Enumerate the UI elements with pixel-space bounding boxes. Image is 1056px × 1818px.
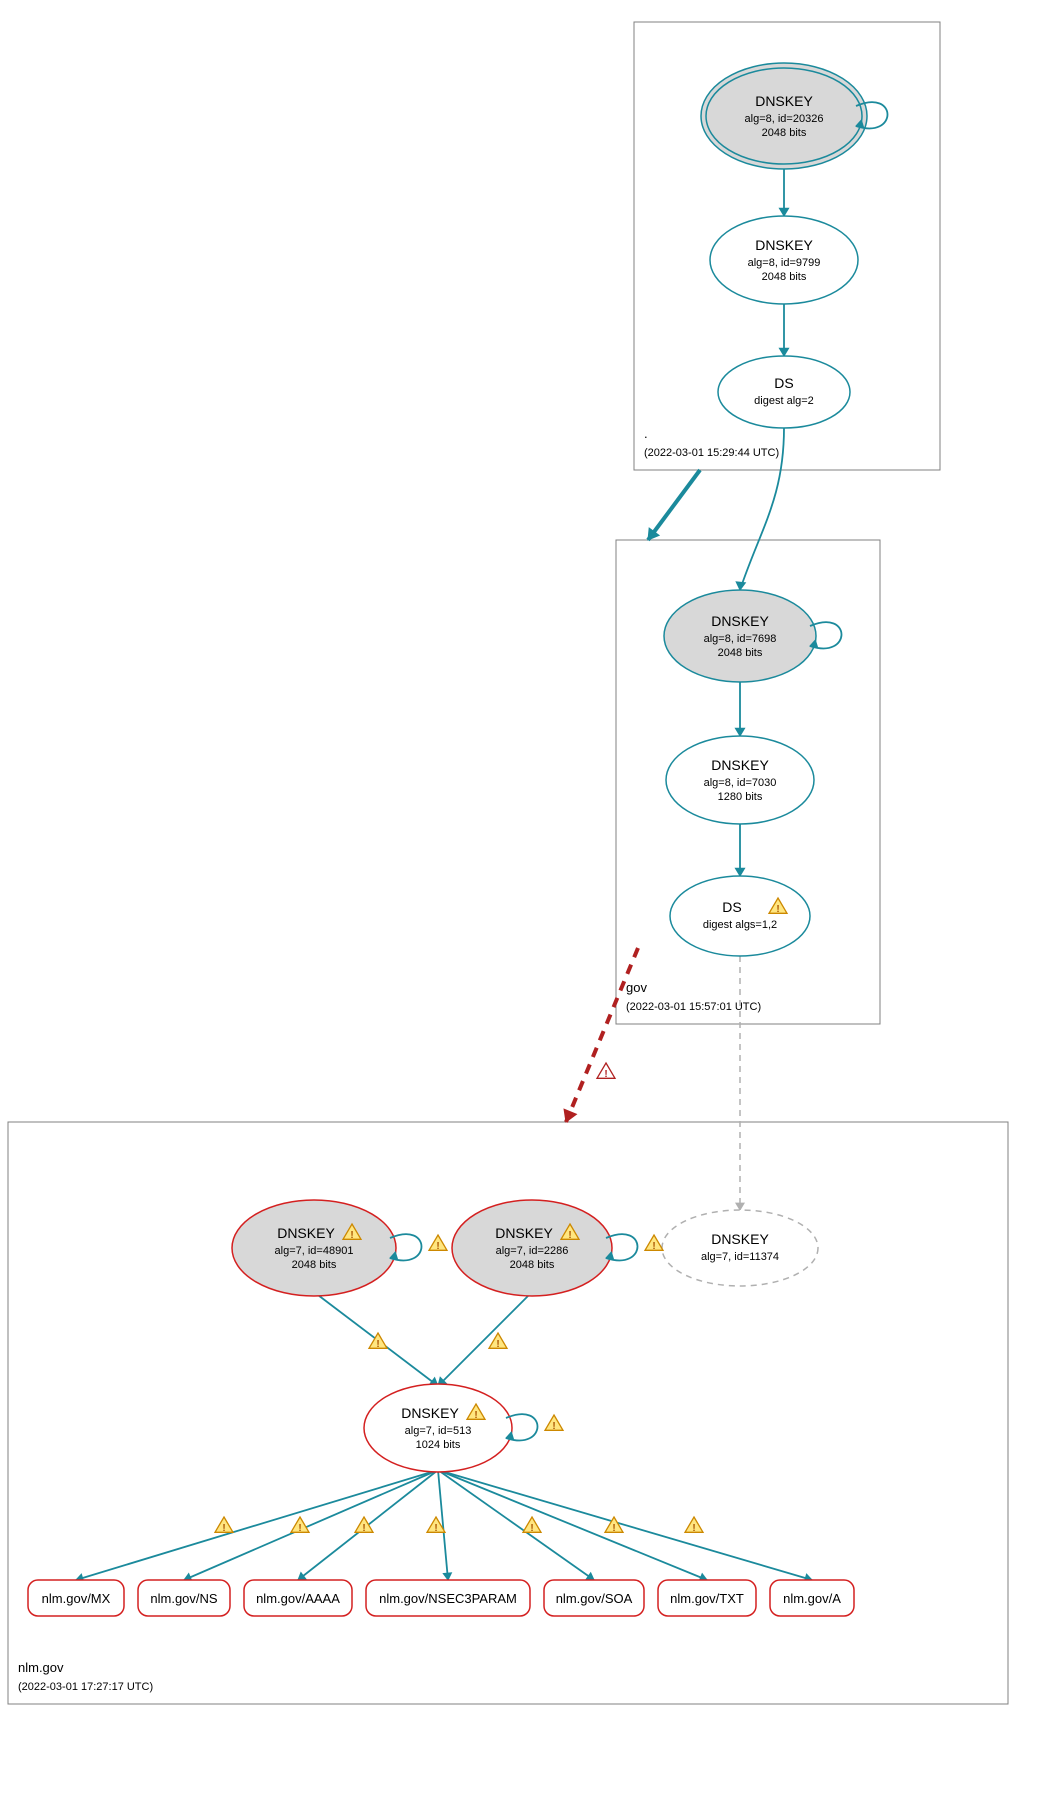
rrsets: nlm.gov/MX nlm.gov/NS nlm.gov/AAAA nlm.gov/…	[28, 1580, 854, 1616]
node-gov_zsk-title: DNSKEY	[711, 757, 769, 773]
node-root_ds: DS digest alg=2	[718, 356, 850, 428]
svg-text:!: !	[552, 1421, 555, 1432]
node-nlm_ksk1-title: DNSKEY	[277, 1225, 335, 1241]
node-nlm_zsk-line2: alg=7, id=513	[405, 1425, 472, 1437]
zone-gov-label: gov	[626, 980, 647, 995]
rrset-label: nlm.gov/AAAA	[256, 1591, 340, 1606]
rrset-nlm-gov-MX: nlm.gov/MX	[28, 1580, 124, 1616]
svg-text:!: !	[362, 1523, 365, 1534]
node-nlm_ksk2-line2: alg=7, id=2286	[496, 1245, 569, 1257]
node-nlm_ksk1: DNSKEY! alg=7, id=48901 2048 bits	[232, 1200, 396, 1296]
svg-text:!: !	[568, 1230, 571, 1241]
rrset-label: nlm.gov/NSEC3PARAM	[379, 1591, 517, 1606]
svg-text:!: !	[496, 1339, 499, 1350]
rrset-nlm-gov-TXT: nlm.gov/TXT	[658, 1580, 756, 1616]
node-gov_ksk-title: DNSKEY	[711, 613, 769, 629]
node-gov_ksk-line2: alg=8, id=7698	[704, 633, 777, 645]
node-nlm_ksk2-title: DNSKEY	[495, 1225, 553, 1241]
dnssec-graph: . (2022-03-01 15:29:44 UTC) gov (2022-03-01…	[0, 0, 1056, 1818]
node-nlm_ksk2: DNSKEY! alg=7, id=2286 2048 bits	[452, 1200, 612, 1296]
zone-root-label: .	[644, 426, 648, 441]
node-root_zsk-line2: alg=8, id=9799	[748, 257, 821, 269]
svg-text:!: !	[612, 1523, 615, 1534]
node-gov_ds: DS! digest algs=1,2	[670, 876, 810, 956]
node-gov_ds-line2: digest algs=1,2	[703, 919, 777, 931]
node-nlm_dashed-title: DNSKEY	[711, 1231, 769, 1247]
svg-text:!: !	[652, 1241, 655, 1252]
node-root_zsk-title: DNSKEY	[755, 237, 813, 253]
rrset-nlm-gov-AAAA: nlm.gov/AAAA	[244, 1580, 352, 1616]
node-root_ds-title: DS	[774, 375, 793, 391]
zone-gov-timestamp: (2022-03-01 15:57:01 UTC)	[626, 1001, 761, 1013]
svg-text:!: !	[604, 1069, 607, 1080]
nodes: DNSKEY alg=8, id=20326 2048 bits DNSKEY alg=…	[232, 63, 888, 1472]
rrset-label: nlm.gov/MX	[42, 1591, 111, 1606]
edges: !!!!!!!!!!	[76, 164, 812, 1582]
zone-nlm-label: nlm.gov	[18, 1660, 64, 1675]
node-gov_zsk: DNSKEY alg=8, id=7030 1280 bits	[666, 736, 814, 824]
svg-text:!: !	[530, 1523, 533, 1534]
node-nlm_zsk-line3: 1024 bits	[416, 1439, 461, 1451]
node-root_ksk: DNSKEY alg=8, id=20326 2048 bits	[701, 63, 867, 169]
rrset-nlm-gov-SOA: nlm.gov/SOA	[544, 1580, 644, 1616]
rrset-label: nlm.gov/TXT	[670, 1591, 744, 1606]
node-nlm_ksk1-line2: alg=7, id=48901	[275, 1245, 354, 1257]
svg-text:!: !	[436, 1241, 439, 1252]
zone-root-timestamp: (2022-03-01 15:29:44 UTC)	[644, 447, 779, 459]
svg-text:!: !	[474, 1410, 477, 1421]
svg-text:!: !	[692, 1523, 695, 1534]
node-nlm_dashed: DNSKEY alg=7, id=11374	[662, 1210, 818, 1286]
node-nlm_zsk: DNSKEY!alg=7, id=513 1024 bits	[364, 1384, 512, 1472]
node-root_zsk-line3: 2048 bits	[762, 271, 807, 283]
svg-text:!: !	[298, 1523, 301, 1534]
node-gov_ksk: DNSKEY alg=8, id=7698 2048 bits	[664, 590, 816, 682]
node-gov_ds-title: DS	[722, 899, 741, 915]
node-nlm_dashed-line2: alg=7, id=11374	[701, 1251, 779, 1263]
rrset-nlm-gov-NS: nlm.gov/NS	[138, 1580, 230, 1616]
rrset-nlm-gov-NSEC3PARAM: nlm.gov/NSEC3PARAM	[366, 1580, 530, 1616]
svg-text:!: !	[350, 1230, 353, 1241]
svg-text:!: !	[776, 904, 779, 915]
node-gov_zsk-line2: alg=8, id=7030	[704, 777, 777, 789]
node-nlm_ksk2-line3: 2048 bits	[510, 1259, 555, 1271]
node-root_ds-line2: digest alg=2	[754, 395, 814, 407]
zone-nlm-timestamp: (2022-03-01 17:27:17 UTC)	[18, 1681, 153, 1693]
node-gov_ksk-line3: 2048 bits	[718, 647, 763, 659]
rrset-label: nlm.gov/SOA	[556, 1591, 633, 1606]
svg-text:!: !	[222, 1523, 225, 1534]
svg-text:!: !	[376, 1339, 379, 1350]
node-nlm_ksk1-line3: 2048 bits	[292, 1259, 337, 1271]
node-nlm_zsk-title: DNSKEY	[401, 1405, 459, 1421]
svg-text:!: !	[434, 1523, 437, 1534]
rrset-label: nlm.gov/NS	[150, 1591, 218, 1606]
node-gov_zsk-line3: 1280 bits	[718, 791, 763, 803]
node-root_ksk-title: DNSKEY	[755, 93, 813, 109]
node-root_zsk: DNSKEY alg=8, id=9799 2048 bits	[710, 216, 858, 304]
rrset-label: nlm.gov/A	[783, 1591, 841, 1606]
rrset-nlm-gov-A: nlm.gov/A	[770, 1580, 854, 1616]
node-root_ksk-line2: alg=8, id=20326	[745, 113, 824, 125]
node-root_ksk-line3: 2048 bits	[762, 127, 807, 139]
